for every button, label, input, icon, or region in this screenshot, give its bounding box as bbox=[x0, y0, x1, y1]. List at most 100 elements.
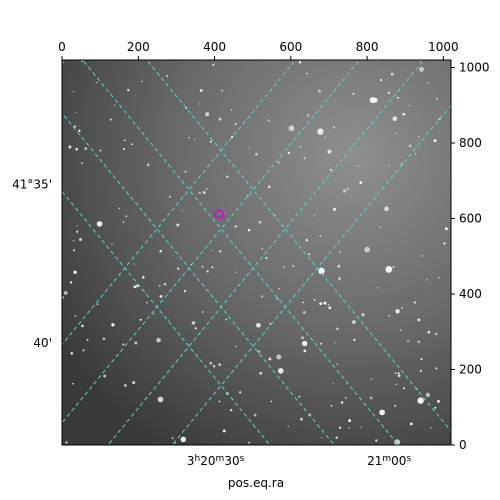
right-tick-label: 800 bbox=[459, 136, 482, 150]
star bbox=[324, 136, 326, 139]
star bbox=[348, 426, 350, 429]
star bbox=[109, 118, 112, 121]
star bbox=[434, 332, 438, 336]
star bbox=[234, 345, 237, 348]
star bbox=[201, 311, 204, 313]
star bbox=[276, 354, 282, 360]
star bbox=[375, 439, 378, 442]
star bbox=[402, 387, 405, 390]
star-field bbox=[62, 60, 448, 445]
star bbox=[302, 310, 306, 314]
star bbox=[435, 367, 438, 370]
star bbox=[303, 157, 306, 160]
star bbox=[183, 289, 187, 293]
star bbox=[330, 404, 333, 407]
star bbox=[340, 401, 344, 404]
star bbox=[360, 426, 362, 428]
star bbox=[413, 301, 417, 304]
star bbox=[176, 267, 180, 270]
star bbox=[70, 352, 74, 355]
star bbox=[308, 253, 311, 256]
star bbox=[407, 340, 410, 343]
star bbox=[357, 165, 359, 167]
star bbox=[75, 147, 78, 151]
star bbox=[427, 330, 431, 334]
star bbox=[395, 309, 400, 314]
star bbox=[226, 175, 229, 178]
star bbox=[394, 439, 401, 445]
star bbox=[313, 215, 315, 217]
star bbox=[230, 109, 233, 111]
star bbox=[205, 188, 208, 191]
star bbox=[225, 318, 228, 321]
star bbox=[332, 382, 334, 385]
star bbox=[348, 419, 352, 423]
star bbox=[319, 302, 323, 305]
star bbox=[313, 299, 316, 301]
star bbox=[443, 242, 446, 245]
star bbox=[133, 263, 135, 265]
target-marker bbox=[214, 209, 224, 219]
star bbox=[156, 337, 161, 343]
star bbox=[319, 234, 322, 237]
star bbox=[338, 426, 342, 429]
right-tick-label: 0 bbox=[459, 438, 467, 452]
star bbox=[142, 276, 145, 279]
star bbox=[330, 169, 332, 171]
star bbox=[320, 342, 323, 345]
star bbox=[388, 314, 391, 317]
star bbox=[321, 436, 323, 439]
star bbox=[372, 97, 378, 103]
star bbox=[247, 228, 251, 232]
star bbox=[379, 226, 382, 228]
star bbox=[159, 249, 162, 253]
star bbox=[127, 88, 130, 92]
star bbox=[335, 436, 338, 439]
star bbox=[209, 361, 213, 365]
star bbox=[118, 207, 121, 210]
star bbox=[211, 266, 214, 269]
star bbox=[168, 319, 170, 321]
star bbox=[73, 249, 75, 252]
star bbox=[301, 336, 304, 340]
top-tick-label: 200 bbox=[127, 40, 150, 54]
star bbox=[317, 128, 324, 135]
star bbox=[346, 188, 349, 190]
star bbox=[125, 215, 128, 218]
star bbox=[397, 374, 401, 377]
star bbox=[260, 295, 264, 298]
ra-tick-label: 3h20m30s bbox=[187, 454, 245, 468]
star bbox=[76, 230, 79, 233]
star bbox=[421, 255, 423, 257]
star bbox=[409, 422, 413, 426]
star bbox=[394, 372, 397, 375]
x-axis-title: pos.eq.ra bbox=[228, 476, 284, 490]
star bbox=[219, 250, 222, 253]
star bbox=[218, 363, 221, 366]
star bbox=[287, 425, 289, 427]
star bbox=[234, 122, 237, 125]
star bbox=[86, 338, 89, 341]
star bbox=[211, 249, 214, 252]
star bbox=[417, 340, 421, 344]
star bbox=[206, 270, 209, 273]
star bbox=[426, 279, 428, 281]
star bbox=[395, 132, 397, 135]
star bbox=[141, 80, 143, 83]
star bbox=[229, 408, 233, 412]
star bbox=[327, 303, 330, 306]
star bbox=[210, 140, 212, 143]
star bbox=[339, 251, 341, 253]
image-background bbox=[62, 60, 451, 445]
star bbox=[430, 426, 432, 429]
star bbox=[184, 170, 187, 173]
star bbox=[268, 357, 272, 361]
star bbox=[427, 81, 429, 84]
star bbox=[437, 276, 440, 279]
star bbox=[76, 225, 78, 227]
star bbox=[198, 191, 201, 194]
plot-frame bbox=[61, 59, 452, 446]
star bbox=[265, 256, 268, 260]
star bbox=[212, 365, 216, 368]
star bbox=[133, 285, 137, 289]
